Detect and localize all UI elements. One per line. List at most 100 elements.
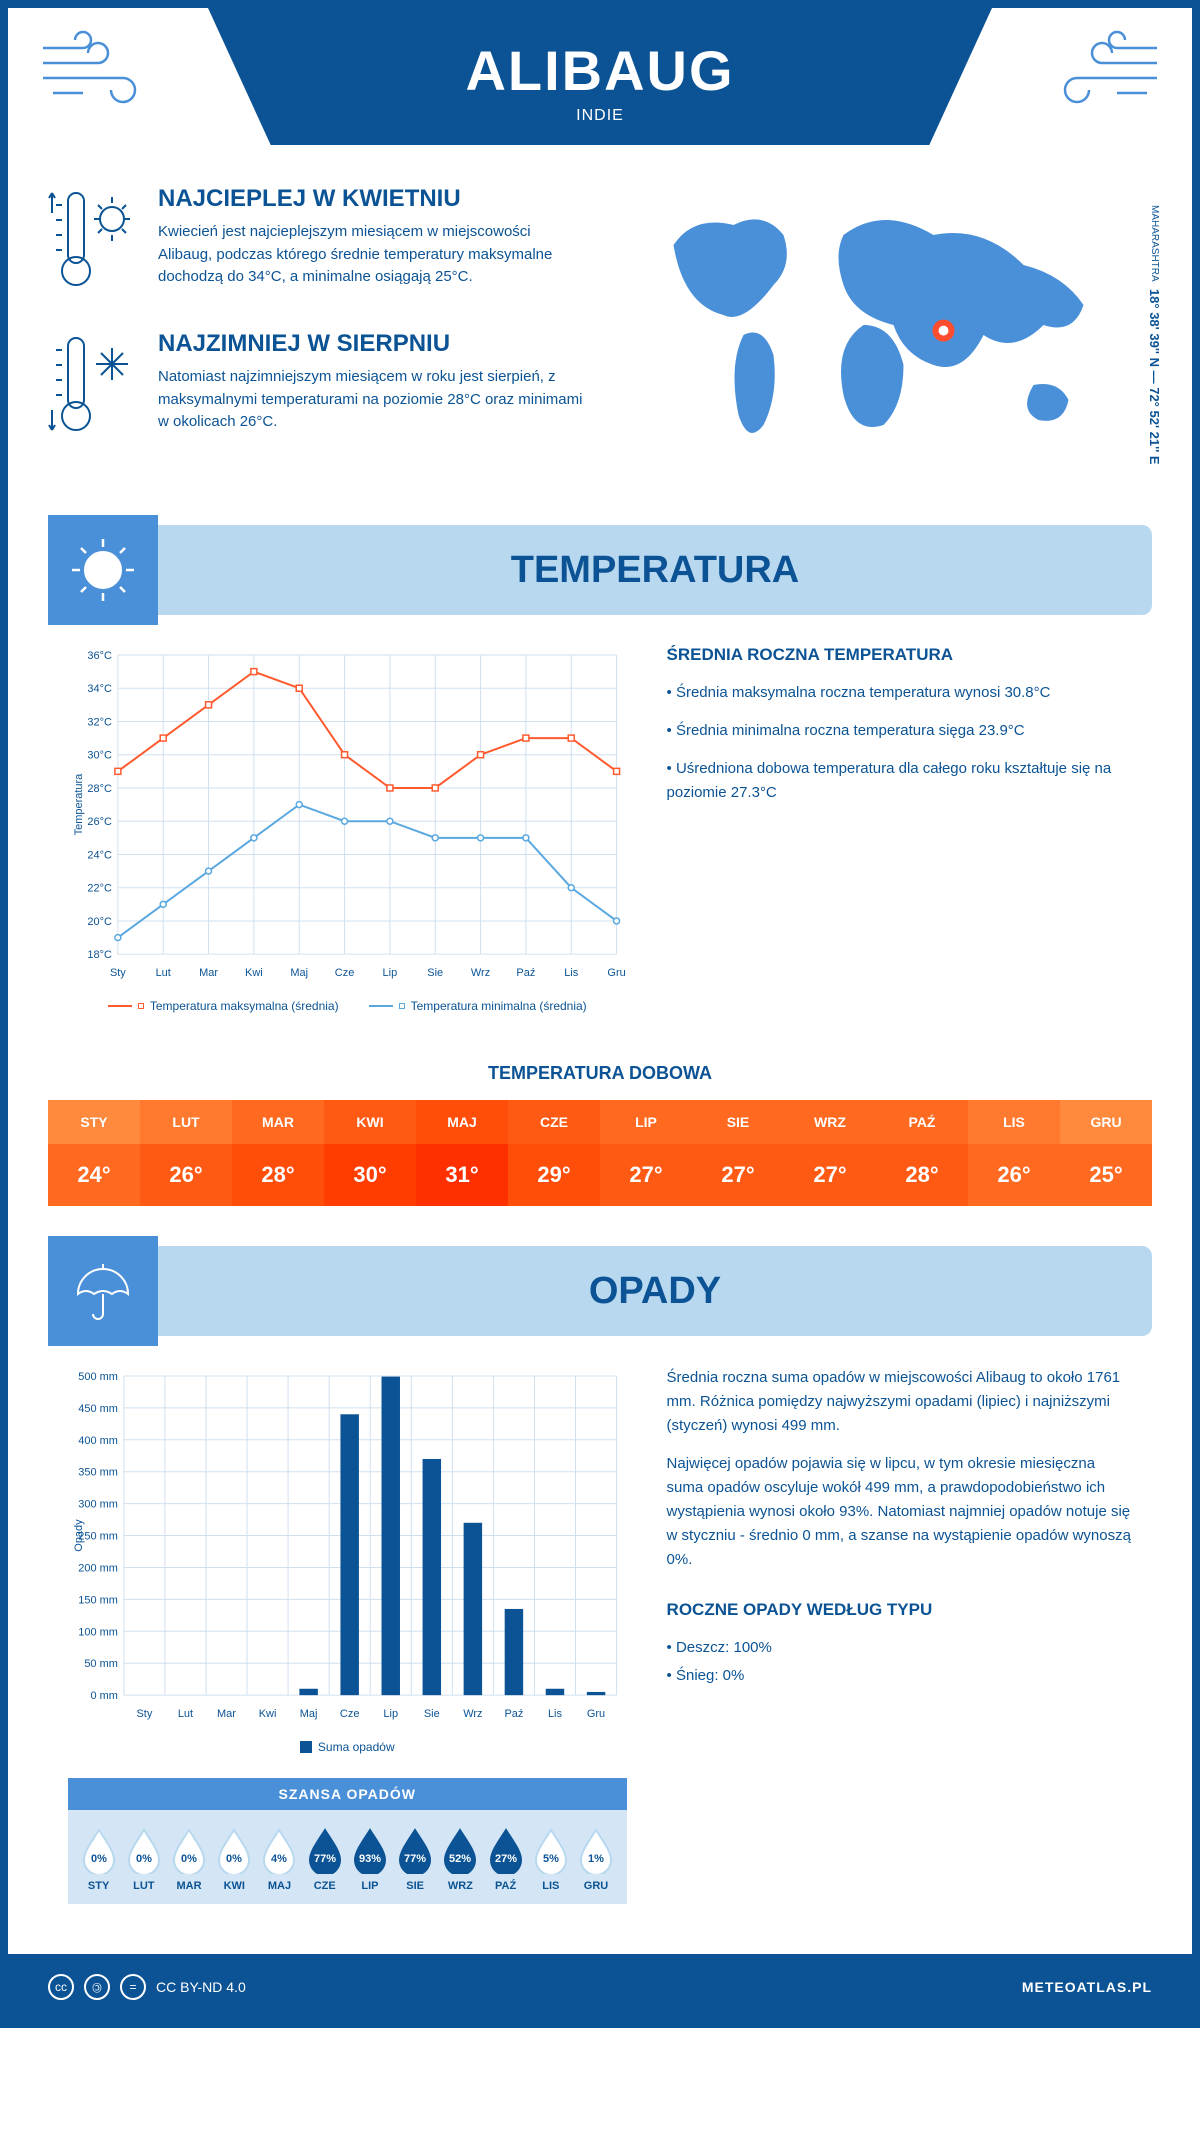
fact-title: NAJZIMNIEJ W SIERPNIU	[158, 330, 585, 358]
svg-text:300 mm: 300 mm	[78, 1499, 118, 1511]
drop-month: CZE	[302, 1880, 347, 1892]
temp-table-month: LUT	[140, 1100, 232, 1144]
svg-text:Maj: Maj	[290, 967, 308, 979]
svg-text:Gru: Gru	[587, 1708, 605, 1720]
info-bullet: • Uśredniona dobowa temperatura dla całe…	[667, 757, 1132, 805]
svg-text:Sty: Sty	[110, 967, 126, 979]
svg-text:26°C: 26°C	[87, 816, 112, 828]
temp-table-col: STY24°	[48, 1100, 140, 1206]
drop-month: LIS	[528, 1880, 573, 1892]
by-icon: 🄯	[84, 1974, 110, 2000]
svg-text:0%: 0%	[91, 1853, 107, 1865]
svg-text:Lut: Lut	[156, 967, 171, 979]
svg-text:36°C: 36°C	[87, 650, 112, 662]
wind-icon	[1022, 28, 1162, 118]
svg-text:0%: 0%	[226, 1853, 242, 1865]
thermometer-sun-icon	[48, 185, 138, 300]
svg-text:32°C: 32°C	[87, 716, 112, 728]
license-text: CC BY-ND 4.0	[156, 1979, 246, 1995]
temp-table-value: 27°	[600, 1144, 692, 1206]
drop-icon: 27%	[487, 1826, 525, 1874]
temp-table-month: SIE	[692, 1100, 784, 1144]
chart-legend: Suma opadów	[68, 1740, 627, 1754]
daily-temp-heading: TEMPERATURA DOBOWA	[8, 1063, 1192, 1084]
rain-chance-col: 0% MAR	[166, 1826, 211, 1892]
temp-table-value: 31°	[416, 1144, 508, 1206]
temp-table-month: MAJ	[416, 1100, 508, 1144]
temp-table-value: 26°	[968, 1144, 1060, 1206]
temp-table-col: MAR28°	[232, 1100, 324, 1206]
rain-chance-col: 77% CZE	[302, 1826, 347, 1892]
thermometer-snow-icon	[48, 330, 138, 445]
rain-chance-col: 0% LUT	[121, 1826, 166, 1892]
title-banner: ALIBAUG INDIE	[208, 8, 992, 145]
temp-table-month: LIS	[968, 1100, 1060, 1144]
info-bullet: • Deszcz: 100%	[667, 1636, 1132, 1660]
svg-text:Paź: Paź	[504, 1708, 523, 1720]
svg-text:Sty: Sty	[136, 1708, 152, 1720]
temp-table-month: CZE	[508, 1100, 600, 1144]
svg-text:18°C: 18°C	[87, 949, 112, 961]
svg-text:34°C: 34°C	[87, 683, 112, 695]
section-header-temperature: TEMPERATURA	[48, 525, 1152, 615]
drop-icon: 0%	[215, 1826, 253, 1874]
fact-text: Natomiast najzimniejszym miesiącem w rok…	[158, 366, 585, 434]
svg-text:Kwi: Kwi	[245, 967, 263, 979]
umbrella-icon	[48, 1236, 158, 1346]
rain-chance-col: 77% SIE	[393, 1826, 438, 1892]
drop-icon: 0%	[80, 1826, 118, 1874]
site-name: METEOATLAS.PL	[1022, 1979, 1152, 1995]
svg-text:22°C: 22°C	[87, 883, 112, 895]
rainfall-bar-chart: 0 mm50 mm100 mm150 mm200 mm250 mm300 mm3…	[68, 1366, 627, 1754]
svg-text:Lip: Lip	[383, 1708, 398, 1720]
svg-text:Wrz: Wrz	[463, 1708, 482, 1720]
rain-chance-title: SZANSA OPADÓW	[68, 1778, 627, 1810]
svg-text:0%: 0%	[181, 1853, 197, 1865]
info-paragraph: Średnia roczna suma opadów w miejscowośc…	[667, 1366, 1132, 1438]
drop-icon: 4%	[260, 1826, 298, 1874]
temp-table-month: LIP	[600, 1100, 692, 1144]
coordinates: MAHARASHTRA 18° 38' 39'' N — 72° 52' 21'…	[1147, 205, 1162, 465]
svg-text:77%: 77%	[404, 1853, 426, 1865]
svg-text:Lut: Lut	[178, 1708, 193, 1720]
temp-table-value: 30°	[324, 1144, 416, 1206]
info-bullet: • Śnieg: 0%	[667, 1664, 1132, 1688]
temp-table-value: 29°	[508, 1144, 600, 1206]
svg-text:200 mm: 200 mm	[78, 1563, 118, 1575]
temp-table-col: LIS26°	[968, 1100, 1060, 1206]
svg-text:Kwi: Kwi	[259, 1708, 277, 1720]
cc-icon: cc	[48, 1974, 74, 2000]
rain-chance-col: 93% LIP	[347, 1826, 392, 1892]
nd-icon: =	[120, 1974, 146, 2000]
svg-text:Temperatura: Temperatura	[73, 773, 85, 835]
svg-text:450 mm: 450 mm	[78, 1403, 118, 1415]
svg-text:Gru: Gru	[607, 967, 625, 979]
rain-chance-col: 52% WRZ	[438, 1826, 483, 1892]
rain-chance-table: SZANSA OPADÓW 0% STY 0% LUT 0% MAR 0% KW…	[68, 1778, 627, 1904]
drop-month: STY	[76, 1880, 121, 1892]
svg-text:Lip: Lip	[383, 967, 398, 979]
temp-table-month: WRZ	[784, 1100, 876, 1144]
svg-text:150 mm: 150 mm	[78, 1594, 118, 1606]
svg-text:1%: 1%	[588, 1853, 604, 1865]
temp-table-month: STY	[48, 1100, 140, 1144]
svg-text:0%: 0%	[136, 1853, 152, 1865]
rain-chance-col: 27% PAŹ	[483, 1826, 528, 1892]
temp-table-col: MAJ31°	[416, 1100, 508, 1206]
city-title: ALIBAUG	[228, 38, 972, 103]
svg-text:Mar: Mar	[217, 1708, 236, 1720]
temp-table-col: SIE27°	[692, 1100, 784, 1206]
temp-table-month: MAR	[232, 1100, 324, 1144]
temp-table-month: GRU	[1060, 1100, 1152, 1144]
temp-table-value: 28°	[876, 1144, 968, 1206]
drop-icon: 77%	[306, 1826, 344, 1874]
temp-table-value: 27°	[692, 1144, 784, 1206]
fact-warmest: NAJCIEPLEJ W KWIETNIU Kwiecień jest najc…	[48, 185, 585, 300]
temp-table-col: KWI30°	[324, 1100, 416, 1206]
rainfall-info: Średnia roczna suma opadów w miejscowośc…	[667, 1366, 1132, 1924]
temp-table-col: LUT26°	[140, 1100, 232, 1206]
rain-chance-col: 0% STY	[76, 1826, 121, 1892]
svg-text:Sie: Sie	[424, 1708, 440, 1720]
drop-icon: 1%	[577, 1826, 615, 1874]
svg-text:Cze: Cze	[340, 1708, 360, 1720]
